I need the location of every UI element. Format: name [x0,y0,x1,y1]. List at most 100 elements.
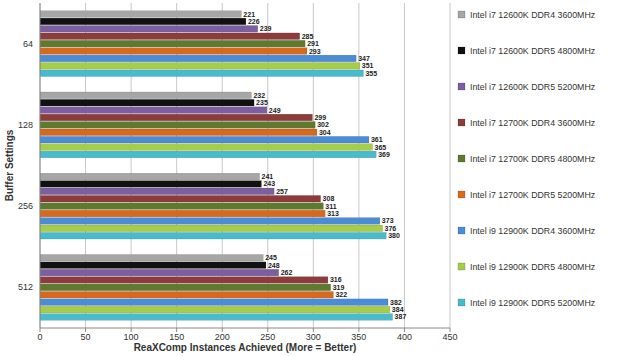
data-label: 235 [256,99,268,106]
legend-swatch [458,299,465,306]
bar [40,55,356,62]
bar [40,107,267,114]
tick-label: 0 [37,332,42,342]
bar [40,92,251,99]
bar [40,254,263,261]
data-label: 387 [395,313,407,320]
bar [40,291,333,298]
bar [40,122,315,129]
legend-label: Intel i7 12700K DDR5 5200MHz [470,190,595,200]
bar [40,173,260,180]
data-label: 299 [314,114,326,121]
legend-label: Intel i7 12700K DDR5 4800MHz [470,154,595,164]
bar [40,269,279,276]
legend-label: Intel i7 12600K DDR5 5200MHz [470,82,595,92]
bar [40,203,323,210]
data-label: 302 [317,121,329,128]
legend-label: Intel i9 12900K DDR5 5200MHz [470,298,595,308]
bar [40,63,360,70]
legend-swatch [458,263,465,270]
data-label: 380 [388,232,400,239]
data-label: 361 [371,136,383,143]
grid [40,3,450,332]
data-label: 221 [243,11,255,18]
data-label: 351 [362,62,374,69]
bar [40,195,321,202]
category-label: 64 [23,39,33,49]
data-label: 322 [335,291,347,298]
y-axis-line [40,3,41,328]
data-label: 369 [378,151,390,158]
data-label: 376 [385,225,397,232]
bar [40,232,386,239]
legend-label: Intel i7 12700K DDR4 3600MHz [470,118,595,128]
bar [40,70,363,77]
data-label: 365 [375,144,387,151]
data-label: 249 [269,107,281,114]
data-label: 319 [333,284,345,291]
category-label: 512 [18,282,33,292]
grid-line [358,3,359,328]
data-label: 248 [268,262,280,269]
bar [40,210,325,217]
data-label: 373 [382,217,394,224]
legend-swatch [458,11,465,18]
bar [40,151,376,158]
category-label: 128 [18,120,33,130]
legend-swatch [458,155,465,162]
grid-line [404,3,405,328]
legend: Intel i7 12600K DDR4 3600MHz Intel i7 126… [458,10,595,308]
grid-line [40,3,41,328]
data-label: 285 [302,33,314,40]
bar [40,299,388,306]
legend-swatch [458,47,465,54]
bar [40,99,254,106]
bar [40,306,390,313]
tick-label: 250 [260,332,275,342]
legend-swatch [458,191,465,198]
data-label: 304 [319,129,331,136]
bar [40,277,328,284]
tick-label: 300 [306,332,321,342]
tick-label: 150 [169,332,184,342]
bar [40,314,393,321]
bar [40,18,246,25]
bars [40,11,393,321]
legend-label: Intel i9 12900K DDR4 3600MHz [470,226,595,236]
data-labels: 2212262392852912933473513552322352492993… [243,11,406,321]
bar [40,33,300,40]
tick-label: 350 [351,332,366,342]
legend-swatch [458,227,465,234]
x-axis-title: ReaXComp Instances Achieved (More = Bett… [134,342,357,353]
legend-label: Intel i7 12600K DDR4 3600MHz [470,10,595,20]
data-label: 308 [323,195,335,202]
legend-label: Intel i7 12600K DDR5 4800MHz [470,46,595,56]
bar [40,48,307,55]
bar [40,218,380,225]
data-label: 313 [327,210,339,217]
tick-label: 400 [397,332,412,342]
legend-swatch [458,119,465,126]
data-label: 382 [390,299,402,306]
data-label: 262 [281,269,293,276]
data-label: 245 [265,254,277,261]
data-label: 291 [307,40,319,47]
tick-label: 50 [81,332,91,342]
bar [40,11,241,18]
bar [40,188,274,195]
bar [40,40,305,47]
data-label: 293 [309,48,321,55]
tick-label: 100 [124,332,139,342]
bar [40,26,258,33]
data-label: 311 [325,203,336,210]
grid-line [450,3,451,328]
y-axis-title: Buffer Settings [4,129,15,201]
tick-label: 200 [215,332,230,342]
legend-label: Intel i9 12900K DDR5 4800MHz [470,262,595,272]
data-label: 243 [263,180,275,187]
data-label: 239 [260,25,272,32]
bar [40,262,266,269]
legend-swatch [458,83,465,90]
chart: 0501001502002503003504004502212262392852… [0,0,620,356]
category-label: 256 [18,201,33,211]
